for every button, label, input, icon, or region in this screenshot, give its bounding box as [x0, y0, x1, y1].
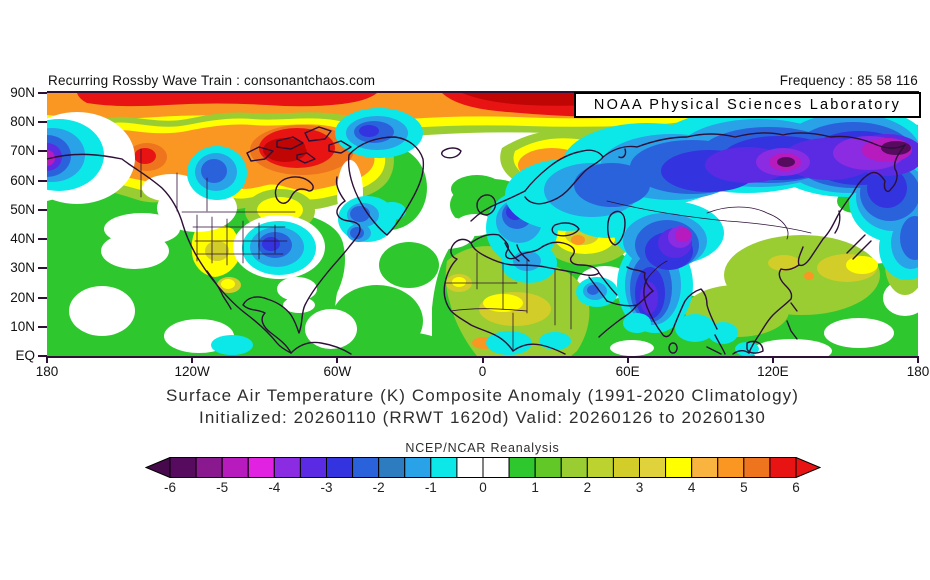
colorbar-segment [247, 457, 275, 478]
colorbar-segment [560, 457, 588, 478]
colorbar-segment [743, 457, 771, 478]
y-tick [38, 325, 47, 328]
y-tick [38, 296, 47, 299]
colorbar-segment [273, 457, 301, 478]
colorbar-segment [639, 457, 667, 478]
y-tick [38, 267, 47, 270]
y-tick-label: 80N [10, 114, 35, 130]
x-tick-label: 120E [757, 364, 789, 379]
colorbar-tick-label: 4 [687, 480, 696, 495]
colorbar-segment [352, 457, 380, 478]
noaa-psl-label: NOAA Physical Sciences Laboratory [593, 97, 902, 113]
y-tick-label: EQ [15, 347, 35, 363]
map-title: Surface Air Temperature (K) Composite An… [165, 386, 800, 405]
colorbar-tick-label: -5 [216, 480, 229, 495]
map-header-left: Recurring Rossby Wave Train : consonantc… [48, 73, 376, 88]
y-tick [38, 121, 47, 124]
colorbar-segment [378, 457, 406, 478]
colorbar [144, 456, 822, 479]
colorbar-tick-label: 0 [479, 480, 487, 495]
anomaly-map-svg [47, 93, 918, 356]
x-tick [626, 356, 629, 363]
colorbar-tick-label: -4 [268, 480, 281, 495]
y-tick-label: 50N [10, 201, 35, 217]
x-tick-label: 60W [323, 364, 352, 379]
colorbar-svg [144, 456, 822, 479]
x-tick-label: 60E [615, 364, 640, 379]
colorbar-segment [195, 457, 223, 478]
colorbar-segment [482, 457, 510, 478]
x-tick-label: 180 [906, 364, 930, 379]
y-tick [38, 150, 47, 153]
colorbar-tick-label: 5 [740, 480, 748, 495]
coastlines-layer [47, 126, 906, 355]
colorbar-segment [299, 457, 327, 478]
y-tick-label: 30N [10, 260, 35, 276]
noaa-psl-box: NOAA Physical Sciences Laboratory [574, 92, 921, 118]
colorbar-tick-label: -1 [424, 480, 437, 495]
colorbar-segment [456, 457, 484, 478]
colorbar-tick-label: 2 [583, 480, 592, 495]
y-tick-label: 40N [10, 231, 35, 247]
colorbar-segment [665, 457, 693, 478]
colorbar-left-arrow [144, 456, 171, 479]
x-tick [771, 356, 774, 363]
x-tick-label: 120W [174, 364, 210, 379]
colorbar-segment [534, 457, 562, 478]
colorbar-segment [769, 457, 797, 478]
map-header-frequency: Frequency : 85 58 116 [779, 73, 918, 88]
colorbar-right-arrow [795, 456, 822, 479]
y-tick-label: 10N [10, 318, 35, 334]
colorbar-tick-label: -6 [163, 480, 176, 495]
x-tick [191, 356, 194, 363]
y-tick [38, 92, 47, 94]
map-subtitle: Initialized: 20260110 (RRWT 1620d) Valid… [199, 408, 766, 427]
colorbar-tick-label: 3 [635, 480, 644, 495]
colorbar-segment [326, 457, 354, 478]
colorbar-segment [404, 457, 432, 478]
y-tick [38, 179, 47, 182]
x-tick [481, 356, 484, 363]
colorbar-segment [508, 457, 536, 478]
y-tick-label: 90N [10, 85, 35, 100]
colorbar-segment [221, 457, 249, 478]
colorbar-segment [691, 457, 719, 478]
y-tick [38, 208, 47, 211]
x-tick [917, 356, 920, 363]
y-tick-label: 20N [10, 289, 35, 305]
y-tick-label: 60N [10, 172, 35, 188]
y-tick [38, 238, 47, 241]
colorbar-tick-label: 6 [792, 480, 800, 495]
colorbar-segment [612, 457, 641, 478]
x-tick [336, 356, 339, 363]
colorbar-segment [586, 457, 614, 478]
colorbar-segment [717, 457, 745, 478]
colorbar-segment [169, 457, 197, 478]
colorbar-segment [430, 457, 458, 478]
colorbar-tick-label: -3 [320, 480, 333, 495]
x-tick [46, 356, 48, 363]
y-tick [38, 354, 47, 357]
x-tick-label: 0 [478, 364, 487, 379]
map-top-frame-line [47, 91, 919, 93]
colorbar-tick-label: 1 [531, 480, 539, 495]
x-tick-label: 180 [35, 364, 59, 379]
y-tick-label: 70N [10, 143, 35, 159]
colorbar-tick-label: -2 [372, 480, 385, 495]
data-source-label: NCEP/NCAR Reanalysis [405, 441, 560, 455]
